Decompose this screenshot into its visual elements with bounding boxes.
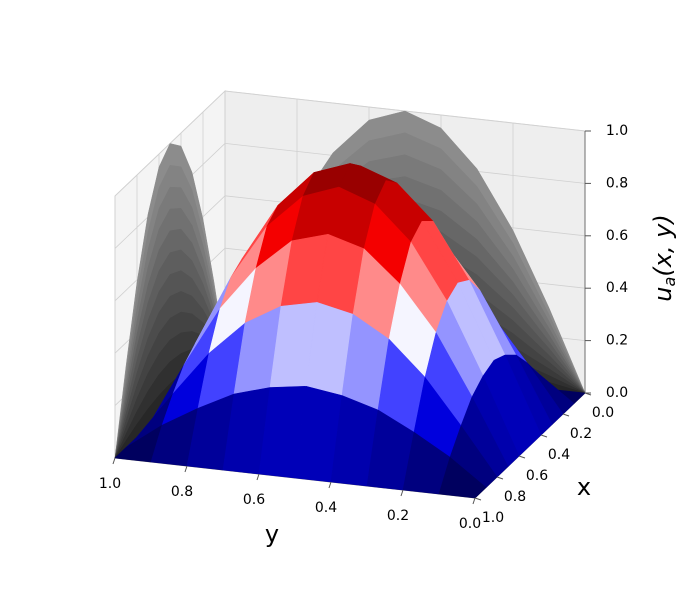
y-tick bbox=[328, 481, 332, 489]
surface-patch bbox=[438, 456, 487, 499]
x-tick bbox=[518, 455, 526, 459]
x-tick-label: 0.6 bbox=[526, 468, 548, 484]
z-tick-label: 0.6 bbox=[606, 228, 628, 244]
y-tick-label: 0.4 bbox=[315, 500, 337, 516]
y-tick bbox=[400, 489, 404, 497]
z-tick-label: 1.0 bbox=[606, 123, 628, 139]
z-tick-label: 0.4 bbox=[606, 280, 628, 296]
z-tick-label: 0.2 bbox=[606, 333, 628, 349]
z-label-base: u bbox=[649, 286, 677, 301]
z-label-args: (x, y) bbox=[649, 214, 677, 276]
x-axis-label: x bbox=[577, 473, 591, 501]
x-tick-label: 1.0 bbox=[482, 510, 504, 526]
y-tick bbox=[112, 457, 116, 465]
y-tick bbox=[184, 465, 188, 473]
x-tick-label: 0.2 bbox=[570, 426, 592, 442]
y-tick-label: 0.2 bbox=[387, 508, 409, 524]
x-tick-label: 0.0 bbox=[592, 405, 614, 421]
y-tick-label: 0.6 bbox=[243, 492, 265, 508]
x-tick-label: 0.4 bbox=[548, 447, 570, 463]
x-tick bbox=[474, 497, 482, 501]
x-tick bbox=[562, 413, 570, 417]
z-label-sub: a bbox=[660, 277, 679, 287]
z-tick-label: 0.8 bbox=[606, 175, 628, 191]
y-tick bbox=[256, 473, 260, 481]
z-tick-label: 0.0 bbox=[606, 385, 628, 401]
x-tick bbox=[540, 434, 548, 438]
x-tick-label: 0.8 bbox=[504, 489, 526, 505]
y-tick bbox=[472, 497, 476, 505]
y-tick-label: 0.0 bbox=[459, 516, 481, 532]
y-tick-label: 0.8 bbox=[171, 484, 193, 500]
z-axis-label: ua(x, y) bbox=[649, 214, 679, 301]
y-tick-label: 1.0 bbox=[99, 476, 121, 492]
y-axis-label: y bbox=[265, 520, 279, 548]
x-tick bbox=[496, 476, 504, 480]
